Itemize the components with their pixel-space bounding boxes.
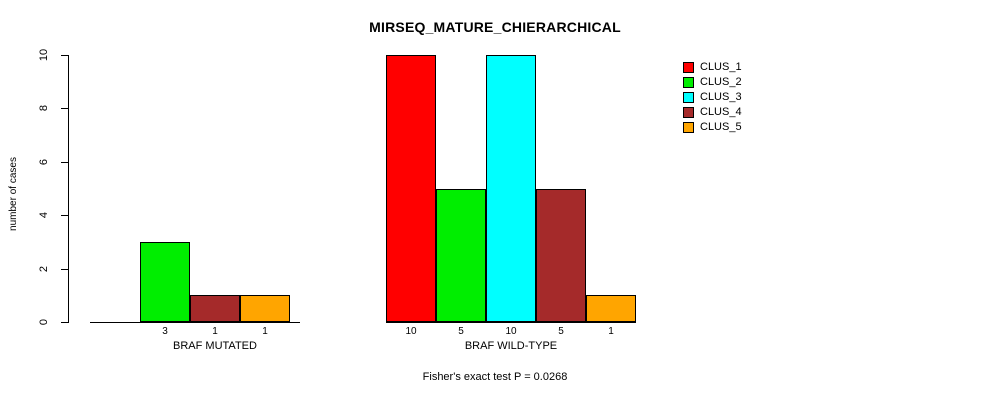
- legend-item-clus_2[interactable]: CLUS_2: [683, 75, 742, 90]
- bar-count-label: 5: [558, 326, 564, 337]
- bar-braf-mutated-clus_5[interactable]: [240, 295, 290, 322]
- y-axis-tick-label: 4: [38, 212, 50, 219]
- legend-swatch-icon: [683, 107, 694, 118]
- legend-item-label: CLUS_2: [700, 76, 742, 88]
- bar-count-label: 1: [608, 326, 614, 337]
- bar-braf-wild-type-clus_2[interactable]: [436, 188, 486, 322]
- legend: CLUS_1 CLUS_2 CLUS_3 CLUS_4 CLUS_5: [683, 60, 742, 135]
- y-axis-tick-label: 10: [38, 48, 50, 62]
- y-axis-title: number of cases: [8, 157, 19, 231]
- bar-count-label: 10: [505, 326, 517, 337]
- group-label-braf-mutated: BRAF MUTATED: [173, 340, 257, 352]
- bar-count-label: 1: [212, 326, 218, 337]
- bar-braf-mutated-clus_2[interactable]: [140, 241, 190, 322]
- y-axis-tick: [61, 108, 68, 110]
- legend-swatch-icon: [683, 77, 694, 88]
- group-baseline: [90, 322, 300, 323]
- legend-item-label: CLUS_5: [700, 121, 742, 133]
- y-axis-tick-label: 8: [38, 105, 50, 112]
- bar-braf-wild-type-clus_5[interactable]: [586, 295, 636, 322]
- y-axis-tick-label: 2: [38, 265, 50, 272]
- y-axis-tick: [61, 322, 68, 323]
- group-label-braf-wild-type: BRAF WILD-TYPE: [464, 340, 558, 352]
- legend-item-label: CLUS_1: [700, 61, 742, 73]
- bar-count-label: 3: [162, 326, 168, 337]
- bar-count-label: 5: [458, 326, 464, 337]
- legend-item-clus_1[interactable]: CLUS_1: [683, 60, 742, 75]
- y-axis-tick: [61, 268, 68, 270]
- y-axis-tick-label: 6: [38, 158, 50, 165]
- legend-item-clus_4[interactable]: CLUS_4: [683, 105, 742, 120]
- legend-item-clus_5[interactable]: CLUS_5: [683, 120, 742, 135]
- legend-swatch-icon: [683, 122, 694, 133]
- y-axis-tick: [61, 161, 68, 163]
- bar-braf-wild-type-clus_4[interactable]: [536, 188, 586, 322]
- chart-title: MIRSEQ_MATURE_CHIERARCHICAL: [369, 19, 621, 35]
- bar-count-label: 10: [405, 326, 417, 337]
- y-axis-tick: [61, 55, 68, 56]
- fisher-test-annotation: Fisher's exact test P = 0.0268: [422, 371, 568, 383]
- bar-braf-mutated-clus_4[interactable]: [190, 295, 240, 322]
- bar-braf-wild-type-clus_3[interactable]: [486, 55, 536, 322]
- bar-count-label: 1: [262, 326, 268, 337]
- legend-item-clus_3[interactable]: CLUS_3: [683, 90, 742, 105]
- y-axis-tick: [61, 215, 68, 217]
- legend-swatch-icon: [683, 62, 694, 73]
- legend-swatch-icon: [683, 92, 694, 103]
- bar-braf-wild-type-clus_1[interactable]: [386, 55, 436, 322]
- y-axis-tick-label: 0: [38, 318, 50, 326]
- y-axis-line: [68, 55, 69, 323]
- legend-item-label: CLUS_3: [700, 91, 742, 103]
- legend-item-label: CLUS_4: [700, 106, 742, 118]
- group-baseline: [386, 322, 636, 323]
